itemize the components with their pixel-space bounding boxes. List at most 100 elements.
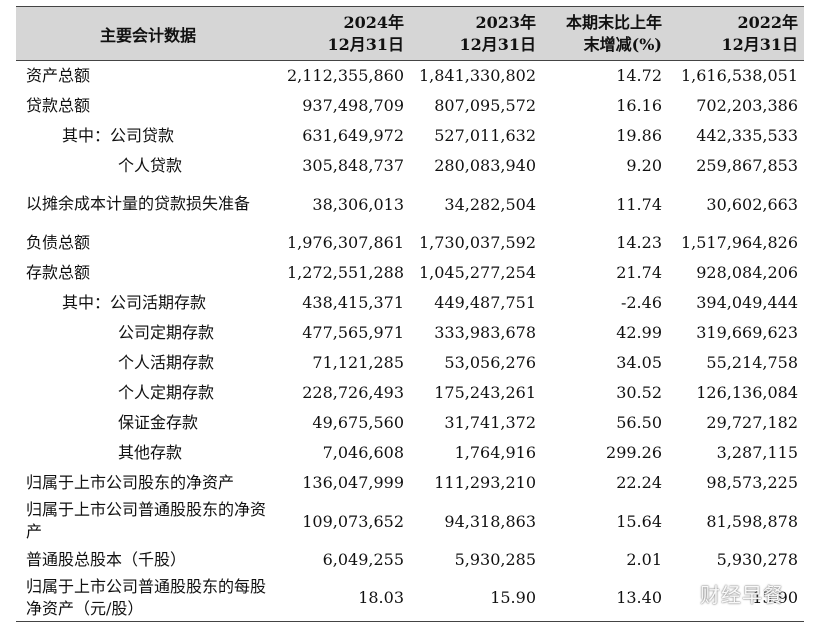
table-row: 资产总额 2,112,355,860 1,841,330,802 14.72 1,616… <box>16 61 804 91</box>
value-2024: 937,498,709 <box>302 96 404 115</box>
value-2022: 319,669,623 <box>696 323 798 342</box>
value-2024: 38,306,013 <box>312 194 404 214</box>
change-percent: 30.52 <box>616 383 662 402</box>
table-row: 普通股总股本（千股） 6,049,255 5,930,285 2.01 5,930,27… <box>16 545 804 575</box>
header-2024: 2024年 12月31日 <box>280 6 410 61</box>
change-percent: 299.26 <box>606 443 662 462</box>
value-2023: 175,243,261 <box>434 383 536 402</box>
value-2023: 280,083,940 <box>434 156 536 175</box>
change-percent: 2.01 <box>626 550 662 569</box>
table-row: 归属于上市公司股东的净资产 136,047,999 111,293,210 22.24… <box>16 468 804 498</box>
value-2023: 94,318,863 <box>444 511 536 531</box>
value-2024: 1,976,307,861 <box>286 233 404 252</box>
change-percent: -2.46 <box>620 293 662 312</box>
value-2022: 55,214,758 <box>706 353 798 372</box>
row-label: 普通股总股本（千股） <box>26 549 187 569</box>
table-row: 归属于上市公司普通股股东的净资产 109,073,652 94,318,863 15.… <box>16 498 804 545</box>
value-2022: 1,616,538,051 <box>680 66 798 86</box>
row-label: 资产总额 <box>26 65 91 85</box>
value-2023: 333,983,678 <box>434 323 536 342</box>
value-2022: 928,084,206 <box>696 263 798 282</box>
value-2022: 1,517,964,826 <box>680 233 798 252</box>
value-2023: 111,293,210 <box>434 473 536 492</box>
value-2024: 305,848,737 <box>302 156 404 175</box>
value-2023: 31,741,372 <box>444 413 536 432</box>
row-label: 其他存款 <box>118 442 183 462</box>
value-2022: 98,573,225 <box>706 473 798 492</box>
table-row: 其他存款 7,046,608 1,764,916 299.26 3,287,115 <box>16 438 804 468</box>
value-2022: 30,602,663 <box>706 194 798 214</box>
header-item-label: 主要会计数据 <box>16 6 280 61</box>
value-2022: 394,049,444 <box>696 293 798 312</box>
header-2024-year: 2024年 <box>343 12 404 32</box>
table-row: 负债总额 1,976,307,861 1,730,037,592 14.23 1,517… <box>16 228 804 258</box>
row-label: 个人贷款 <box>118 155 183 175</box>
change-percent: 9.20 <box>626 156 662 175</box>
row-label: 归属于上市公司普通股股东的每股净资产（元/股） <box>16 574 280 622</box>
value-2022: 5,930,278 <box>716 550 798 569</box>
table-row: 存款总额 1,272,551,288 1,045,277,254 21.74 928,0… <box>16 258 804 288</box>
change-percent: 34.05 <box>616 353 662 372</box>
accounting-data-table: 主要会计数据 2024年 12月31日 2023年 12月31日 本期末比上年 … <box>16 6 804 622</box>
value-2024: 49,675,560 <box>312 413 404 432</box>
change-percent: 42.99 <box>616 323 662 342</box>
row-label: 其中：公司活期存款 <box>62 292 207 312</box>
table-row: 归属于上市公司普通股股东的每股净资产（元/股） 18.03 15.90 13.40 15… <box>16 574 804 622</box>
table-row: 保证金存款 49,675,560 31,741,372 56.50 29,727,182 <box>16 408 804 438</box>
change-percent: 11.74 <box>616 194 662 214</box>
value-2023: 1,045,277,254 <box>418 263 536 282</box>
table-row: 公司定期存款 477,565,971 333,983,678 42.99 319,669… <box>16 318 804 348</box>
value-2022: 126,136,084 <box>696 383 798 402</box>
value-2023: 1,764,916 <box>454 443 536 462</box>
table-row: 其中：公司贷款 631,649,972 527,011,632 19.86 442,33… <box>16 121 804 151</box>
table-row: 个人活期存款 71,121,285 53,056,276 34.05 55,214,75… <box>16 348 804 378</box>
table-body: 资产总额 2,112,355,860 1,841,330,802 14.72 1,616… <box>16 61 804 622</box>
value-2024: 631,649,972 <box>302 126 404 145</box>
row-label: 其中：公司贷款 <box>62 125 175 145</box>
value-2022: 442,335,533 <box>696 126 798 145</box>
table-row: 贷款总额 937,498,709 807,095,572 16.16 702,203,3… <box>16 91 804 121</box>
watermark: 财经早餐 <box>700 583 784 607</box>
value-2024: 2,112,355,860 <box>286 66 404 86</box>
table-row: 个人贷款 305,848,737 280,083,940 9.20 259,867,85… <box>16 151 804 181</box>
table-row: 其中：公司活期存款 438,415,371 449,487,751 -2.46 394,… <box>16 288 804 318</box>
value-2022: 15.90 <box>668 574 804 622</box>
value-2024: 6,049,255 <box>322 550 404 569</box>
header-2022: 2022年 12月31日 <box>668 6 804 61</box>
row-label: 保证金存款 <box>118 412 199 432</box>
change-percent: 13.40 <box>542 574 668 622</box>
header-2023-date: 12月31日 <box>459 34 536 54</box>
row-label: 个人活期存款 <box>118 352 215 372</box>
table-row: 个人定期存款 228,726,493 175,243,261 30.52 126,136… <box>16 378 804 408</box>
value-2024: 18.03 <box>280 574 410 622</box>
change-percent: 22.24 <box>616 473 662 492</box>
value-2023: 34,282,504 <box>444 194 536 214</box>
row-label: 归属于上市公司普通股股东的净资产 <box>26 500 267 541</box>
change-percent: 21.74 <box>616 263 662 282</box>
value-2023: 5,930,285 <box>454 550 536 569</box>
change-percent: 16.16 <box>616 96 662 115</box>
value-2023: 449,487,751 <box>434 293 536 312</box>
header-2022-date: 12月31日 <box>721 34 798 54</box>
header-2022-year: 2022年 <box>737 12 798 32</box>
value-2022: 259,867,853 <box>696 156 798 175</box>
change-percent: 14.72 <box>616 66 662 86</box>
row-label: 以摊余成本计量的贷款损失准备 <box>26 194 251 213</box>
value-2023: 1,730,037,592 <box>418 233 536 252</box>
header-change-line2: 末增减(%) <box>583 34 662 54</box>
value-2023: 1,841,330,802 <box>418 66 536 86</box>
change-percent: 19.86 <box>616 126 662 145</box>
header-change: 本期末比上年 末增减(%) <box>542 6 668 61</box>
change-percent: 56.50 <box>616 413 662 432</box>
row-label: 存款总额 <box>26 262 91 282</box>
value-2022: 81,598,878 <box>706 511 798 531</box>
value-2024: 109,073,652 <box>302 511 404 531</box>
value-2022: 702,203,386 <box>696 96 798 115</box>
value-2023: 15.90 <box>410 574 542 622</box>
value-2022: 3,287,115 <box>716 443 798 462</box>
value-2024: 1,272,551,288 <box>286 263 404 282</box>
value-2024: 477,565,971 <box>302 323 404 342</box>
row-label: 公司定期存款 <box>118 322 215 342</box>
value-2024: 228,726,493 <box>302 383 404 402</box>
header-2023-year: 2023年 <box>475 12 536 32</box>
